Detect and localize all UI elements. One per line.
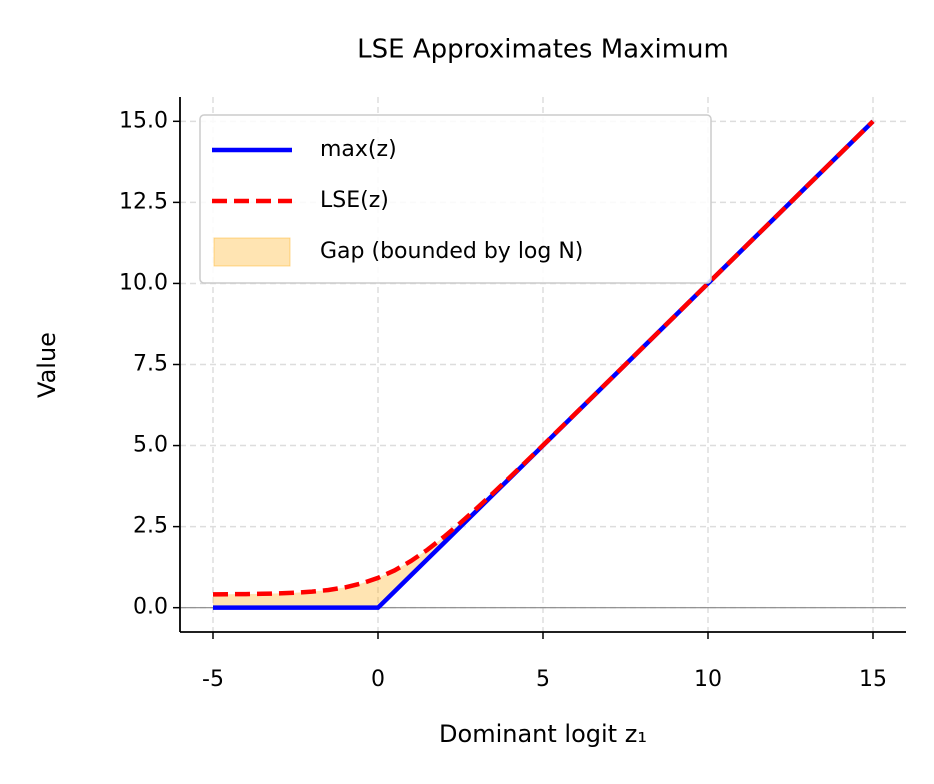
y-tick-label: 15.0 [119,108,168,133]
y-axis-label: Value [33,332,61,398]
x-tick-label: -5 [202,667,224,692]
legend-box [199,114,712,284]
x-tick-label: 15 [859,667,887,692]
y-tick-label: 10.0 [119,270,168,295]
x-tick-label: 5 [536,667,550,692]
y-tick-label: 0.0 [133,595,168,620]
legend: max(z) LSE(z) Gap (bounded by log N) [199,114,712,284]
x-tick-label: 0 [371,667,385,692]
x-axis-label: Dominant logit z₁ [439,720,647,748]
legend-label: LSE(z) [320,188,389,213]
legend-swatch [213,237,291,267]
y-tick-label: 5.0 [133,433,168,458]
legend-label: max(z) [320,137,397,162]
y-tick-label: 12.5 [119,189,168,214]
x-tick-label: 10 [694,667,722,692]
legend-label: Gap (bounded by log N) [320,239,583,264]
series-line [212,119,875,597]
chart-title: LSE Approximates Maximum [357,35,729,65]
y-tick-label: 2.5 [133,514,168,539]
y-tick-label: 7.5 [133,352,168,377]
